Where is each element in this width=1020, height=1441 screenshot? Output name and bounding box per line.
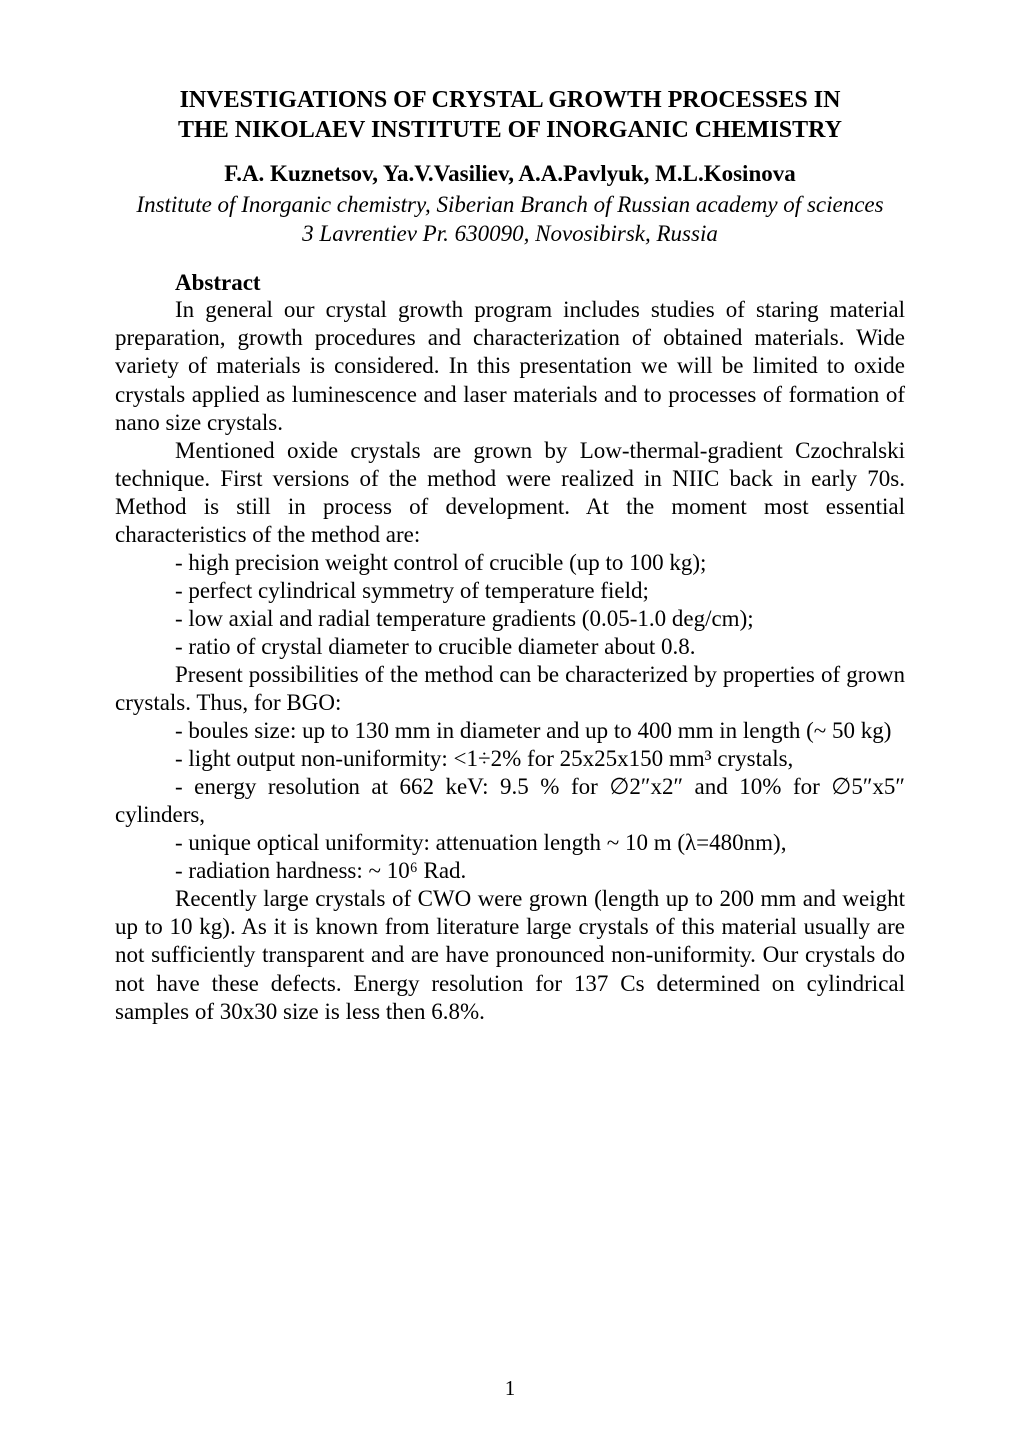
method-bullet-2: - perfect cylindrical symmetry of temper… [115,577,905,605]
page-number: 1 [0,1376,1020,1401]
bgo-property-1: - boules size: up to 130 mm in diameter … [115,717,905,745]
authors-line: F.A. Kuznetsov, Ya.V.Vasiliev, A.A.Pavly… [115,159,905,189]
method-bullet-4: - ratio of crystal diameter to crucible … [115,633,905,661]
abstract-para-1: In general our crystal growth program in… [115,296,905,436]
abstract-para-4: Recently large crystals of CWO were grow… [115,885,905,1025]
bgo-property-2: - light output non-uniformity: <1÷2% for… [115,745,905,773]
affiliation-block: Institute of Inorganic chemistry, Siberi… [115,191,905,249]
bgo-property-4: - unique optical uniformity: attenuation… [115,829,905,857]
title-line-1: INVESTIGATIONS OF CRYSTAL GROWTH PROCESS… [180,87,841,113]
abstract-para-2: Mentioned oxide crystals are grown by Lo… [115,437,905,549]
method-bullet-1: - high precision weight control of cruci… [115,549,905,577]
bgo-property-3: - energy resolution at 662 keV: 9.5 % fo… [115,773,905,829]
bgo-property-5: - radiation hardness: ~ 10⁶ Rad. [115,857,905,885]
affiliation-line-2: 3 Lavrentiev Pr. 630090, Novosibirsk, Ru… [302,221,718,246]
title-line-2: THE NIKOLAEV INSTITUTE OF INORGANIC CHEM… [178,117,842,143]
abstract-para-3: Present possibilities of the method can … [115,661,905,717]
abstract-heading: Abstract [115,270,905,296]
method-bullet-3: - low axial and radial temperature gradi… [115,605,905,633]
paper-title: INVESTIGATIONS OF CRYSTAL GROWTH PROCESS… [115,85,905,145]
affiliation-line-1: Institute of Inorganic chemistry, Siberi… [136,192,883,217]
